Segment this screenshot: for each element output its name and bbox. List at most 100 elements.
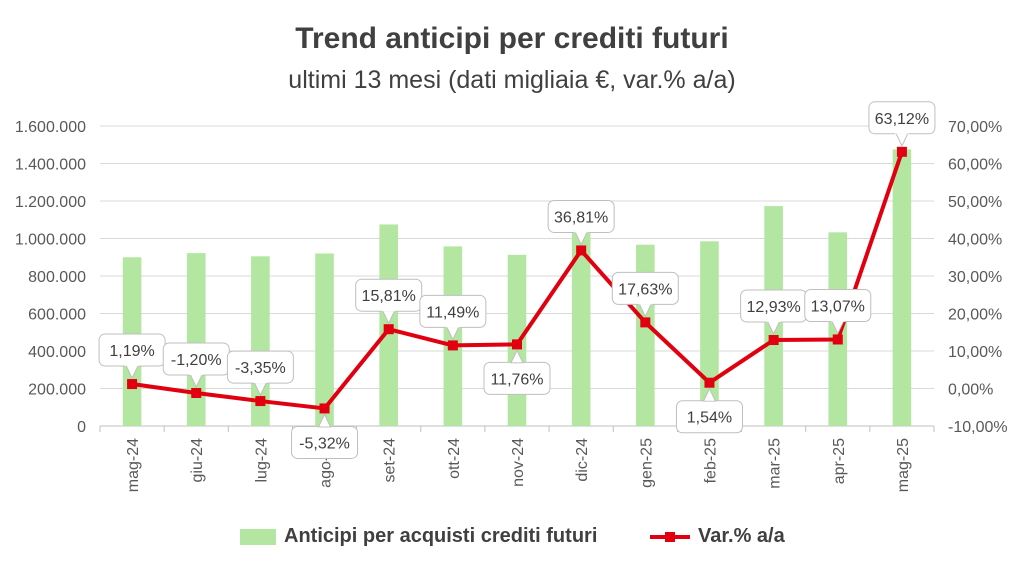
data-label-pointer-mask: [189, 372, 204, 375]
x-tick-label: apr-25: [831, 438, 848, 484]
y-left-tick-label: 1.000.000: [15, 232, 86, 249]
data-label: -5,32%: [291, 413, 359, 459]
data-label-pointer-mask: [830, 318, 845, 322]
line-marker: [191, 388, 202, 398]
data-label: 17,63%: [611, 271, 679, 318]
data-label-text: -3,35%: [235, 360, 286, 377]
x-tick-label: feb-25: [702, 438, 719, 483]
data-label-pointer-mask: [766, 319, 781, 323]
legend-label-line: Var.% a/a: [698, 525, 785, 547]
bar: [636, 244, 655, 426]
bar: [892, 149, 912, 426]
line-marker: [383, 324, 394, 335]
x-tick-label: dic-24: [574, 438, 591, 482]
y-right-tick-label: 20,00%: [948, 307, 1002, 324]
line-marker: [319, 403, 330, 414]
bar: [186, 253, 206, 426]
data-label-text: 13,07%: [811, 298, 865, 315]
data-label-pointer-mask: [381, 308, 396, 312]
bar: [571, 207, 591, 426]
line-marker: [255, 396, 266, 407]
x-tick-label: mag-24: [125, 438, 142, 492]
x-tick-label: mag-25: [895, 438, 912, 492]
y-left-tick-label: 400.000: [28, 344, 86, 361]
y-left-tick-label: 600.000: [28, 307, 86, 324]
line-marker: [832, 334, 843, 345]
chart-subtitle: ultimi 13 mesi (dati migliaia €, var.% a…: [288, 66, 736, 94]
legend-swatch-bars: [240, 528, 276, 545]
data-label: 15,81%: [355, 278, 423, 325]
data-label-text: 11,49%: [426, 304, 479, 321]
data-label-pointer-mask: [510, 363, 524, 367]
bar: [315, 253, 334, 426]
data-label: 13,07%: [804, 288, 872, 335]
data-label-text: 12,93%: [746, 299, 800, 316]
data-label: -3,35%: [226, 350, 294, 397]
y-right-tick-label: 60,00%: [948, 157, 1002, 174]
y-right-tick-label: 70,00%: [948, 119, 1002, 136]
data-label-pointer-mask: [894, 130, 909, 134]
data-label-pointer-mask: [253, 380, 268, 384]
data-label-text: 1,19%: [109, 343, 154, 360]
x-tick-label: set-24: [382, 438, 399, 483]
data-label-pointer-mask: [574, 229, 589, 233]
line-marker: [704, 377, 715, 388]
data-label-text: 17,63%: [618, 281, 672, 298]
line-marker: [768, 335, 779, 346]
y-right-tick-label: 10,00%: [948, 344, 1002, 361]
data-label: 12,93%: [740, 289, 808, 336]
data-label: 1,54%: [675, 387, 743, 434]
data-label-pointer: [317, 413, 332, 428]
line-marker: [896, 146, 907, 157]
data-label: 1,19%: [98, 333, 166, 380]
y-right-tick-label: -10,00%: [948, 419, 1008, 436]
line-marker: [447, 340, 458, 351]
y-right-tick-label: 40,00%: [948, 232, 1002, 249]
y-left-tick-label: 200.000: [28, 382, 86, 399]
data-label: 11,76%: [483, 349, 551, 395]
data-label: 36,81%: [547, 199, 615, 246]
x-tick-label: mar-25: [767, 438, 784, 489]
legend-label-bars: Anticipi per acquisti crediti futuri: [284, 525, 598, 547]
data-label-pointer: [510, 349, 524, 364]
data-label-text: 1,54%: [687, 410, 732, 427]
legend-swatch-line: [650, 529, 690, 545]
y-left-tick-label: 0: [77, 419, 86, 436]
data-label: -1,20%: [162, 342, 230, 389]
data-label-pointer-mask: [125, 363, 140, 367]
data-label-text: 63,12%: [875, 111, 929, 128]
legend-item-line: Var.% a/a: [650, 525, 785, 548]
y-left-tick-label: 1.600.000: [15, 119, 86, 136]
line-marker: [576, 245, 587, 256]
x-tick-label: ott-24: [446, 438, 463, 479]
y-left-tick-label: 1.200.000: [15, 194, 86, 211]
line-marker: [640, 317, 651, 328]
line-marker: [512, 339, 522, 350]
data-label-pointer: [895, 132, 909, 147]
data-label-text: 36,81%: [554, 209, 608, 226]
data-label-text: 11,76%: [490, 371, 543, 388]
y-right-tick-label: 50,00%: [948, 194, 1002, 211]
line-marker: [127, 379, 138, 390]
chart-title: Trend anticipi per crediti futuri: [295, 22, 729, 55]
data-label-pointer-mask: [317, 427, 332, 431]
x-tick-label: gen-25: [638, 438, 655, 488]
data-label-pointer: [702, 387, 717, 402]
data-label-pointer-mask: [445, 324, 460, 328]
x-tick-label: giu-24: [189, 438, 206, 483]
data-label-text: 15,81%: [362, 288, 416, 305]
data-label-pointer-mask: [638, 301, 653, 305]
y-left-tick-label: 1.400.000: [15, 157, 86, 174]
data-label-text: -1,20%: [171, 352, 222, 369]
y-right-tick-label: 0,00%: [948, 382, 993, 399]
data-label: 63,12%: [868, 101, 936, 147]
y-left-tick-label: 800.000: [28, 269, 86, 286]
legend-item-bars: Anticipi per acquisti crediti futuri: [240, 525, 597, 548]
data-label: 11,49%: [419, 294, 487, 341]
y-right-tick-label: 30,00%: [948, 269, 1002, 286]
data-label-pointer-mask: [702, 401, 717, 405]
x-tick-label: nov-24: [510, 438, 527, 487]
data-label-text: -5,32%: [299, 435, 350, 452]
x-tick-label: lug-24: [253, 438, 270, 483]
